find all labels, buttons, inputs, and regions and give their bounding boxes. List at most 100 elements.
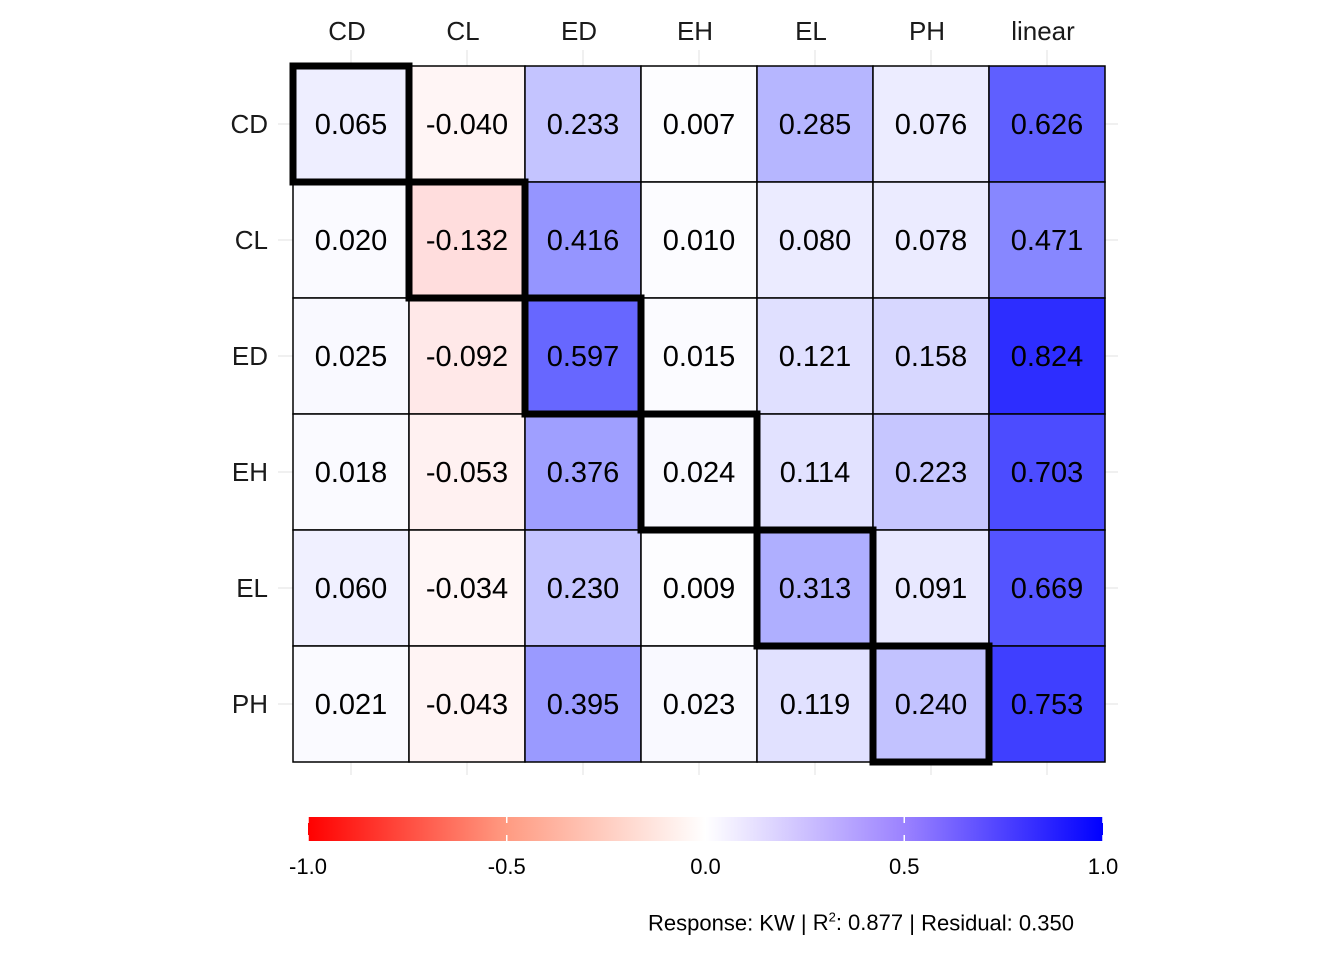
heatmap-cell bbox=[408, 181, 526, 299]
cell-value-label: 0.078 bbox=[895, 225, 968, 257]
legend-tick-label: -1.0 bbox=[289, 854, 327, 879]
cell-value-label: 0.121 bbox=[779, 341, 852, 373]
cell-value-label: -0.053 bbox=[426, 457, 508, 489]
cell-value-label: -0.043 bbox=[426, 689, 508, 721]
cell-value-label: 0.119 bbox=[780, 689, 850, 721]
diagonal-highlight-box bbox=[405, 178, 529, 302]
cell-value-label: 0.416 bbox=[547, 225, 620, 257]
cell-value-label: 0.091 bbox=[895, 573, 968, 605]
diagonal-highlight-box bbox=[521, 294, 645, 418]
caption-separator: | bbox=[800, 910, 807, 936]
caption-separator: | bbox=[909, 910, 915, 936]
cell-value-label: 0.018 bbox=[315, 457, 388, 489]
row-label: CD bbox=[230, 109, 268, 139]
cell-value-label: 0.753 bbox=[1011, 689, 1084, 721]
diagonal-highlight bbox=[289, 62, 993, 766]
cell-value-label: 0.703 bbox=[1011, 457, 1084, 489]
column-label: linear bbox=[1011, 16, 1075, 46]
response-label: Response: KW bbox=[648, 910, 795, 936]
cell-value-label: 0.376 bbox=[547, 457, 620, 489]
row-label: ED bbox=[232, 341, 268, 371]
cell-value-label: 0.313 bbox=[779, 573, 852, 605]
diagonal-highlight-box bbox=[289, 62, 413, 186]
cell-value-label: 0.010 bbox=[663, 225, 736, 257]
cell-value-label: 0.285 bbox=[779, 109, 852, 141]
heatmap-cell bbox=[756, 645, 874, 763]
cell-value-label: 0.024 bbox=[663, 457, 736, 489]
heatmap-cell bbox=[872, 413, 990, 531]
column-label: PH bbox=[909, 16, 945, 46]
cell-value-label: 0.021 bbox=[315, 689, 388, 721]
heatmap-cell bbox=[988, 529, 1106, 647]
heatmap-cell bbox=[988, 413, 1106, 531]
column-label: CD bbox=[328, 16, 366, 46]
cell-value-label: 0.076 bbox=[895, 109, 968, 141]
column-label: EH bbox=[677, 16, 713, 46]
legend-tick-label: 0.0 bbox=[690, 854, 721, 879]
heatmap-cell bbox=[872, 297, 990, 415]
heatmap-cells: 0.065 -0.040 0.233 0.007 0.285 0.076 0.626 0.02… bbox=[292, 65, 1106, 763]
cell-value-label: 0.158 bbox=[895, 341, 968, 373]
cell-value-label: 0.597 bbox=[547, 341, 620, 373]
cell-value-label: -0.092 bbox=[426, 341, 508, 373]
heatmap-cell bbox=[524, 181, 642, 299]
heatmap-cell bbox=[408, 645, 526, 763]
cell-value-label: 0.233 bbox=[547, 109, 620, 141]
cell-value-label: 0.009 bbox=[663, 573, 736, 605]
column-label: CL bbox=[446, 16, 479, 46]
color-legend: -1.0 -0.5 0.0 0.5 1.0 bbox=[289, 817, 1118, 879]
column-label: ED bbox=[561, 16, 597, 46]
row-label: EL bbox=[236, 573, 268, 603]
heatmap-cell bbox=[988, 645, 1106, 763]
heatmap-cell bbox=[988, 181, 1106, 299]
cell-value-label: 0.240 bbox=[895, 689, 968, 721]
row-labels: CD CL ED EH EL PH bbox=[230, 109, 268, 719]
heatmap-cell bbox=[640, 181, 758, 299]
heatmap-cell bbox=[640, 529, 758, 647]
cell-value-label: 0.080 bbox=[779, 225, 852, 257]
diagonal-highlight-box bbox=[637, 410, 761, 534]
diagonal-highlight-box bbox=[753, 526, 877, 650]
heatmap-cell bbox=[292, 529, 410, 647]
cell-value-label: 0.626 bbox=[1011, 109, 1084, 141]
heatmap-cell bbox=[524, 65, 642, 183]
row-label: PH bbox=[232, 689, 268, 719]
heatmap-cell bbox=[408, 297, 526, 415]
heatmap-cell bbox=[292, 645, 410, 763]
heatmap-cell bbox=[872, 529, 990, 647]
residual-label: Residual: 0.350 bbox=[921, 910, 1074, 936]
cell-value-label: 0.230 bbox=[547, 573, 620, 605]
cell-value-label: 0.025 bbox=[315, 341, 388, 373]
heatmap-cell bbox=[292, 65, 410, 183]
heatmap-cell bbox=[872, 65, 990, 183]
cell-value-label: 0.223 bbox=[895, 457, 968, 489]
column-label: EL bbox=[795, 16, 827, 46]
cell-value-label: 0.020 bbox=[315, 225, 388, 257]
cell-value-label: 0.471 bbox=[1011, 225, 1084, 257]
column-labels: CD CL ED EH EL PH linear bbox=[328, 16, 1075, 46]
cell-value-label: 0.007 bbox=[663, 109, 736, 141]
legend-tick-label: 0.5 bbox=[889, 854, 920, 879]
model-caption: Response: KW | R2: 0.877 | Residual: 0.3… bbox=[648, 910, 1074, 936]
cell-value-label: 0.114 bbox=[780, 457, 850, 489]
diagonal-highlight-box bbox=[869, 642, 993, 766]
cell-value-label: -0.132 bbox=[426, 225, 508, 257]
heatmap-cell bbox=[988, 65, 1106, 183]
cell-value-label: -0.034 bbox=[426, 573, 508, 605]
row-label: EH bbox=[232, 457, 268, 487]
cell-value-label: 0.395 bbox=[547, 689, 620, 721]
heatmap-cell bbox=[524, 645, 642, 763]
heatmap-cell bbox=[756, 181, 874, 299]
heatmap-cell bbox=[640, 413, 758, 531]
heatmap-cell bbox=[988, 297, 1106, 415]
legend-tick-label: 1.0 bbox=[1088, 854, 1119, 879]
cell-value-label: 0.669 bbox=[1011, 573, 1084, 605]
cell-value-label: 0.060 bbox=[315, 573, 388, 605]
heatmap-cell bbox=[292, 413, 410, 531]
heatmap-cell bbox=[640, 645, 758, 763]
cell-value-label: 0.015 bbox=[663, 341, 736, 373]
legend-tick-label: -0.5 bbox=[488, 854, 526, 879]
cell-value-label: 0.065 bbox=[315, 109, 388, 141]
cell-value-label: 0.023 bbox=[663, 689, 736, 721]
